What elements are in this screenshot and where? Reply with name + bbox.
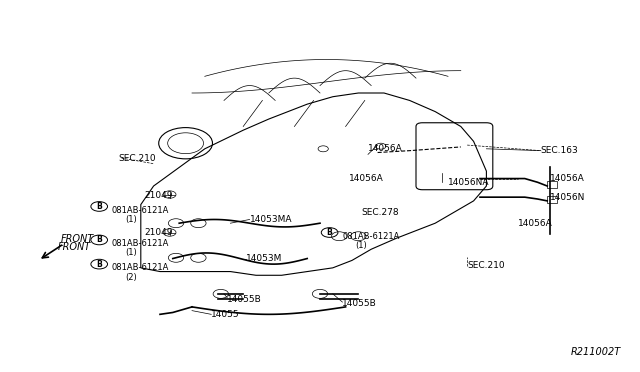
Text: SEC.210: SEC.210 [467, 262, 505, 270]
Text: 081AB-6121A: 081AB-6121A [112, 239, 170, 248]
Text: 14056NA: 14056NA [448, 178, 490, 187]
Text: FRONT: FRONT [61, 234, 94, 244]
Text: 081AB-6121A: 081AB-6121A [112, 263, 170, 272]
Text: (1): (1) [125, 248, 136, 257]
Text: (1): (1) [355, 241, 367, 250]
Text: 21049: 21049 [144, 228, 173, 237]
Text: 081AB-6121A: 081AB-6121A [112, 206, 170, 215]
Text: 14056A: 14056A [368, 144, 403, 153]
Text: 21049: 21049 [144, 191, 173, 200]
Text: R211002T: R211002T [570, 347, 621, 357]
Text: 14055B: 14055B [227, 295, 262, 304]
Text: 14056A: 14056A [349, 174, 383, 183]
Text: (2): (2) [125, 273, 136, 282]
Text: 14056A: 14056A [550, 174, 585, 183]
Text: (1): (1) [125, 215, 136, 224]
Bar [547, 181, 557, 188]
Text: 14056A: 14056A [518, 219, 553, 228]
Text: B: B [97, 202, 102, 211]
Text: SEC.210: SEC.210 [118, 154, 156, 163]
Text: SEC.163: SEC.163 [541, 146, 579, 155]
Text: 14056N: 14056N [550, 193, 586, 202]
Text: 14053MA: 14053MA [250, 215, 292, 224]
Text: SEC.278: SEC.278 [362, 208, 399, 217]
Text: B: B [97, 260, 102, 269]
Text: 14055B: 14055B [342, 299, 377, 308]
Text: 081AB-6121A: 081AB-6121A [342, 232, 400, 241]
Text: B: B [97, 235, 102, 244]
Bar [547, 196, 557, 203]
Text: B: B [327, 228, 332, 237]
Text: 14053M: 14053M [246, 254, 283, 263]
Text: FRONT: FRONT [58, 243, 91, 252]
Text: 14055: 14055 [211, 310, 240, 319]
